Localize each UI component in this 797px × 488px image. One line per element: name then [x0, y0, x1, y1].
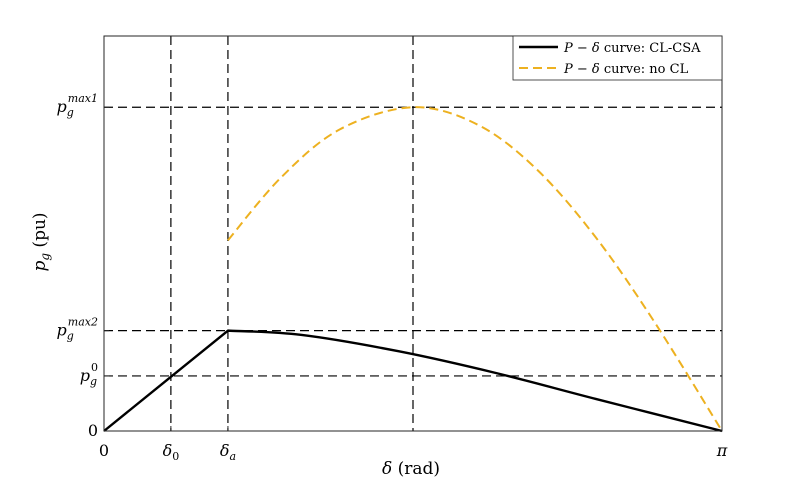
y-tick-label-2: pgmax2 [57, 316, 99, 343]
series-cl-csa-line [103, 329, 723, 433]
y-tick-label-1: pg0 [80, 361, 98, 388]
x-tick-label-0: 0 [99, 441, 109, 460]
y-tick-label-0: 0 [88, 421, 98, 440]
reference-lines [104, 36, 722, 431]
series-no-cl-line [227, 106, 723, 432]
x-tick-label-1: δ0 [163, 441, 180, 463]
x-tick-label-2: δa [220, 441, 236, 463]
legend: P − δ curve: CL-CSA P − δ curve: no CL [512, 35, 723, 81]
x-axis-ticks: 0 δ0 δa π [99, 426, 728, 463]
plot-frame [103, 35, 723, 432]
legend-label-cl-csa: P − δ curve: CL-CSA [563, 41, 701, 56]
legend-label-no-cl: P − δ curve: no CL [563, 62, 689, 77]
y-axis-label: pg (pu) [30, 212, 52, 271]
y-tick-label-3: pgmax1 [57, 92, 99, 119]
legend-box [512, 35, 723, 81]
y-axis-ticks: 0 pg0 pgmax2 pgmax1 [57, 92, 109, 440]
x-axis-label: δ (rad) [382, 459, 440, 479]
x-tick-label-3: π [716, 441, 728, 460]
series-layer [103, 106, 723, 433]
